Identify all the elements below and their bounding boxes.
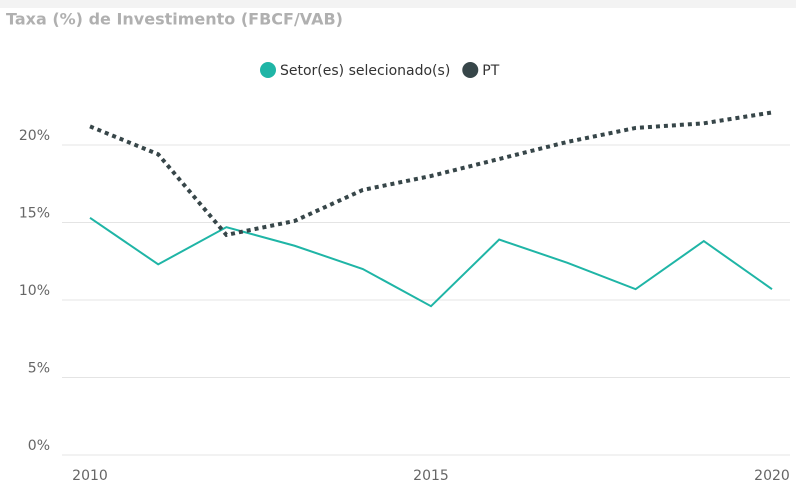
- x-tick-label: 2015: [413, 468, 449, 484]
- y-tick-label: 10%: [19, 283, 50, 299]
- x-tick-label: 2010: [72, 468, 108, 484]
- legend-marker: [462, 62, 479, 78]
- legend-label: PT: [482, 63, 499, 79]
- chart-title: Taxa (%) de Investimento (FBCF/VAB): [6, 10, 343, 29]
- legend-label: Setor(es) selecionado(s): [280, 63, 450, 79]
- header-strip: [0, 0, 796, 8]
- series-line: [89, 217, 773, 308]
- y-tick-label: 5%: [28, 361, 50, 377]
- legend-marker: [260, 62, 276, 78]
- x-tick-label: 2020: [754, 468, 790, 484]
- y-tick-label: 15%: [19, 206, 50, 222]
- series-line: [89, 110, 773, 238]
- y-tick-label: 0%: [28, 438, 50, 454]
- y-tick-label: 20%: [19, 128, 50, 144]
